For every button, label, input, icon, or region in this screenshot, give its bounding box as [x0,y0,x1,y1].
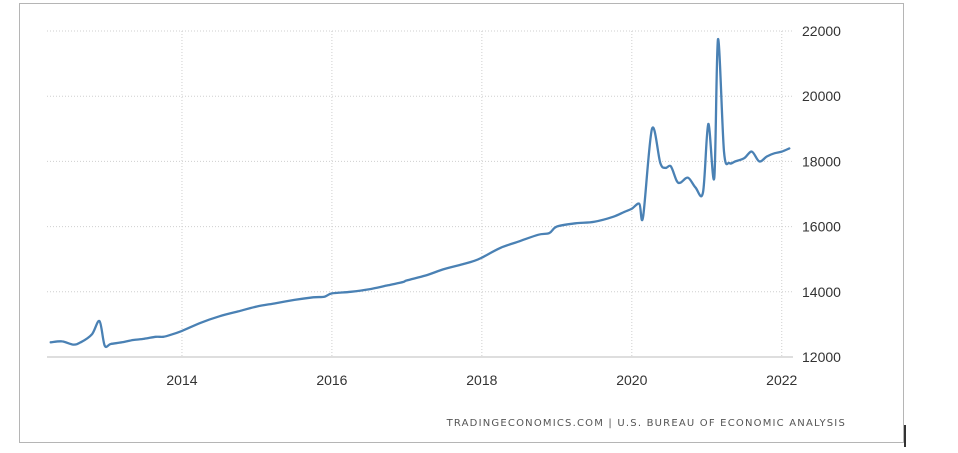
y-tick-label: 16000 [802,219,841,235]
text-cursor [904,425,906,447]
chart-frame [19,3,904,443]
y-tick-label: 14000 [802,284,841,300]
x-axis: 2014 2016 2018 2020 2022 [166,372,797,388]
y-tick-label: 12000 [802,349,841,365]
x-tick-label: 2016 [316,372,347,388]
x-tick-label: 2022 [766,372,797,388]
x-tick-label: 2020 [616,372,647,388]
y-tick-label: 20000 [802,88,841,104]
source-label: TRADINGECONOMICS.COM | U.S. BUREAU OF EC… [446,418,846,429]
y-axis: 12000 14000 16000 18000 20000 22000 [802,23,841,365]
y-tick-label: 18000 [802,153,841,169]
x-tick-label: 2018 [466,372,497,388]
y-tick-label: 22000 [802,23,841,39]
gridlines [47,30,793,358]
series-line [49,38,791,349]
x-tick-label: 2014 [166,372,197,388]
